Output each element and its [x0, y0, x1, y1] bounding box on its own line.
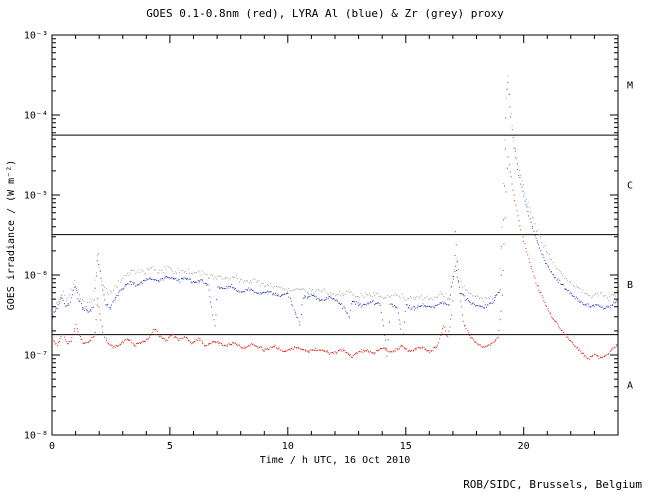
- flare-class-lines: [52, 134, 618, 336]
- y-tick-label: 10⁻⁶: [24, 271, 48, 282]
- flare-class-label-B: B: [627, 280, 633, 291]
- x-tick-label: 20: [518, 441, 530, 452]
- flare-class-letters: M C B A: [627, 81, 633, 392]
- y-tick-label: 10⁻⁵: [24, 191, 48, 202]
- chart-title: GOES 0.1-0.8nm (red), LYRA Al (blue) & Z…: [146, 7, 504, 20]
- axis-tick-labels: 0 5 10 15 20 10⁻³ 10⁻⁴ 10⁻⁵ 10⁻⁶ 10⁻⁷ 10⁻⁸: [24, 31, 530, 453]
- flare-class-label-M: M: [627, 81, 633, 92]
- flare-class-label-C: C: [627, 180, 633, 191]
- y-tick-label: 10⁻³: [24, 31, 48, 42]
- x-axis-title: Time / h UTC, 16 Oct 2010: [260, 455, 411, 466]
- y-tick-label: 10⁻⁴: [24, 111, 48, 122]
- series-lyra-al-blue-dots: [52, 82, 619, 357]
- series-lyra-zr-grey-dots: [52, 75, 620, 316]
- data-series-group: [51, 75, 620, 360]
- plot-border: [51, 34, 619, 436]
- x-tick-label: 10: [282, 441, 294, 452]
- flare-class-label-A: A: [627, 380, 633, 391]
- y-tick-label: 10⁻⁷: [24, 351, 48, 362]
- y-tick-label: 10⁻⁸: [24, 431, 48, 442]
- x-tick-label: 5: [167, 441, 173, 452]
- x-tick-label: 0: [49, 441, 55, 452]
- y-axis-title: GOES irradiance / (W m⁻²): [6, 160, 17, 311]
- x-tick-label: 15: [400, 441, 412, 452]
- credit-text: ROB/SIDC, Brussels, Belgium: [463, 478, 642, 491]
